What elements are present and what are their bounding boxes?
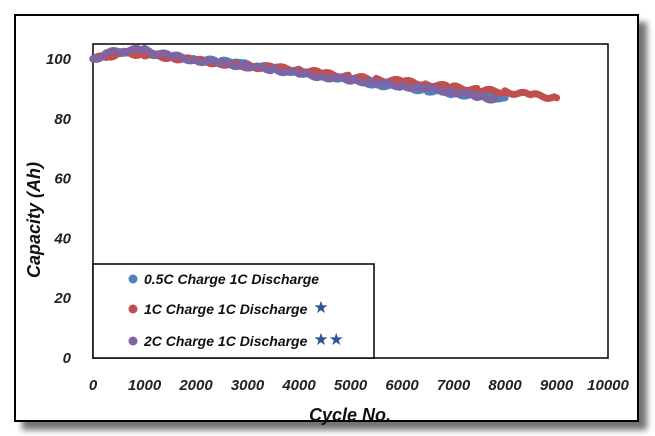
x-tick-label: 0 <box>89 377 98 394</box>
data-point <box>491 95 499 103</box>
x-tick-label: 8000 <box>488 377 522 394</box>
x-tick-label: 4000 <box>281 377 316 394</box>
star-marker: ★★ <box>313 330 343 350</box>
data-point <box>552 94 561 102</box>
x-axis-title: Cycle No. <box>309 405 391 425</box>
legend-label: 2C Charge 1C Discharge <box>143 333 308 349</box>
legend-box <box>92 263 375 359</box>
x-tick-label: 5000 <box>334 377 368 394</box>
legend-marker <box>128 304 138 314</box>
x-tick-label: 3000 <box>231 377 265 394</box>
data-points <box>89 44 561 104</box>
legend-marker <box>128 336 138 346</box>
legend-item: 2C Charge 1C Discharge ★★ <box>128 330 344 350</box>
x-tick-label: 10000 <box>587 377 629 394</box>
x-tick-label: 2000 <box>178 377 213 394</box>
series-3-points <box>89 44 499 104</box>
y-tick-label: 20 <box>53 290 71 307</box>
legend: 0.5C Charge 1C Discharge 1C Charge 1C Dis… <box>92 263 375 359</box>
x-tick-label: 9000 <box>540 377 574 394</box>
legend-item: 1C Charge 1C Discharge ★ <box>128 298 329 318</box>
y-tick-label: 100 <box>46 51 72 68</box>
y-tick-label: 40 <box>53 230 71 247</box>
y-tick-label: 0 <box>63 350 72 367</box>
y-axis-title: Capacity (Ah) <box>24 162 44 278</box>
x-tick-label: 7000 <box>437 377 471 394</box>
x-axis-ticks: 0 1000 2000 3000 4000 5000 6000 7000 8000 9000 100… <box>89 377 630 394</box>
x-tick-label: 1000 <box>128 377 162 394</box>
legend-label: 1C Charge 1C Discharge <box>144 301 308 317</box>
y-axis-ticks: 0 20 40 60 80 100 <box>46 51 72 367</box>
legend-item: 0.5C Charge 1C Discharge <box>128 271 319 287</box>
legend-label: 0.5C Charge 1C Discharge <box>144 271 319 287</box>
x-tick-label: 6000 <box>385 377 419 394</box>
y-tick-label: 60 <box>54 171 71 188</box>
star-marker: ★ <box>313 298 328 318</box>
legend-marker <box>128 274 138 284</box>
y-tick-label: 80 <box>54 111 71 128</box>
